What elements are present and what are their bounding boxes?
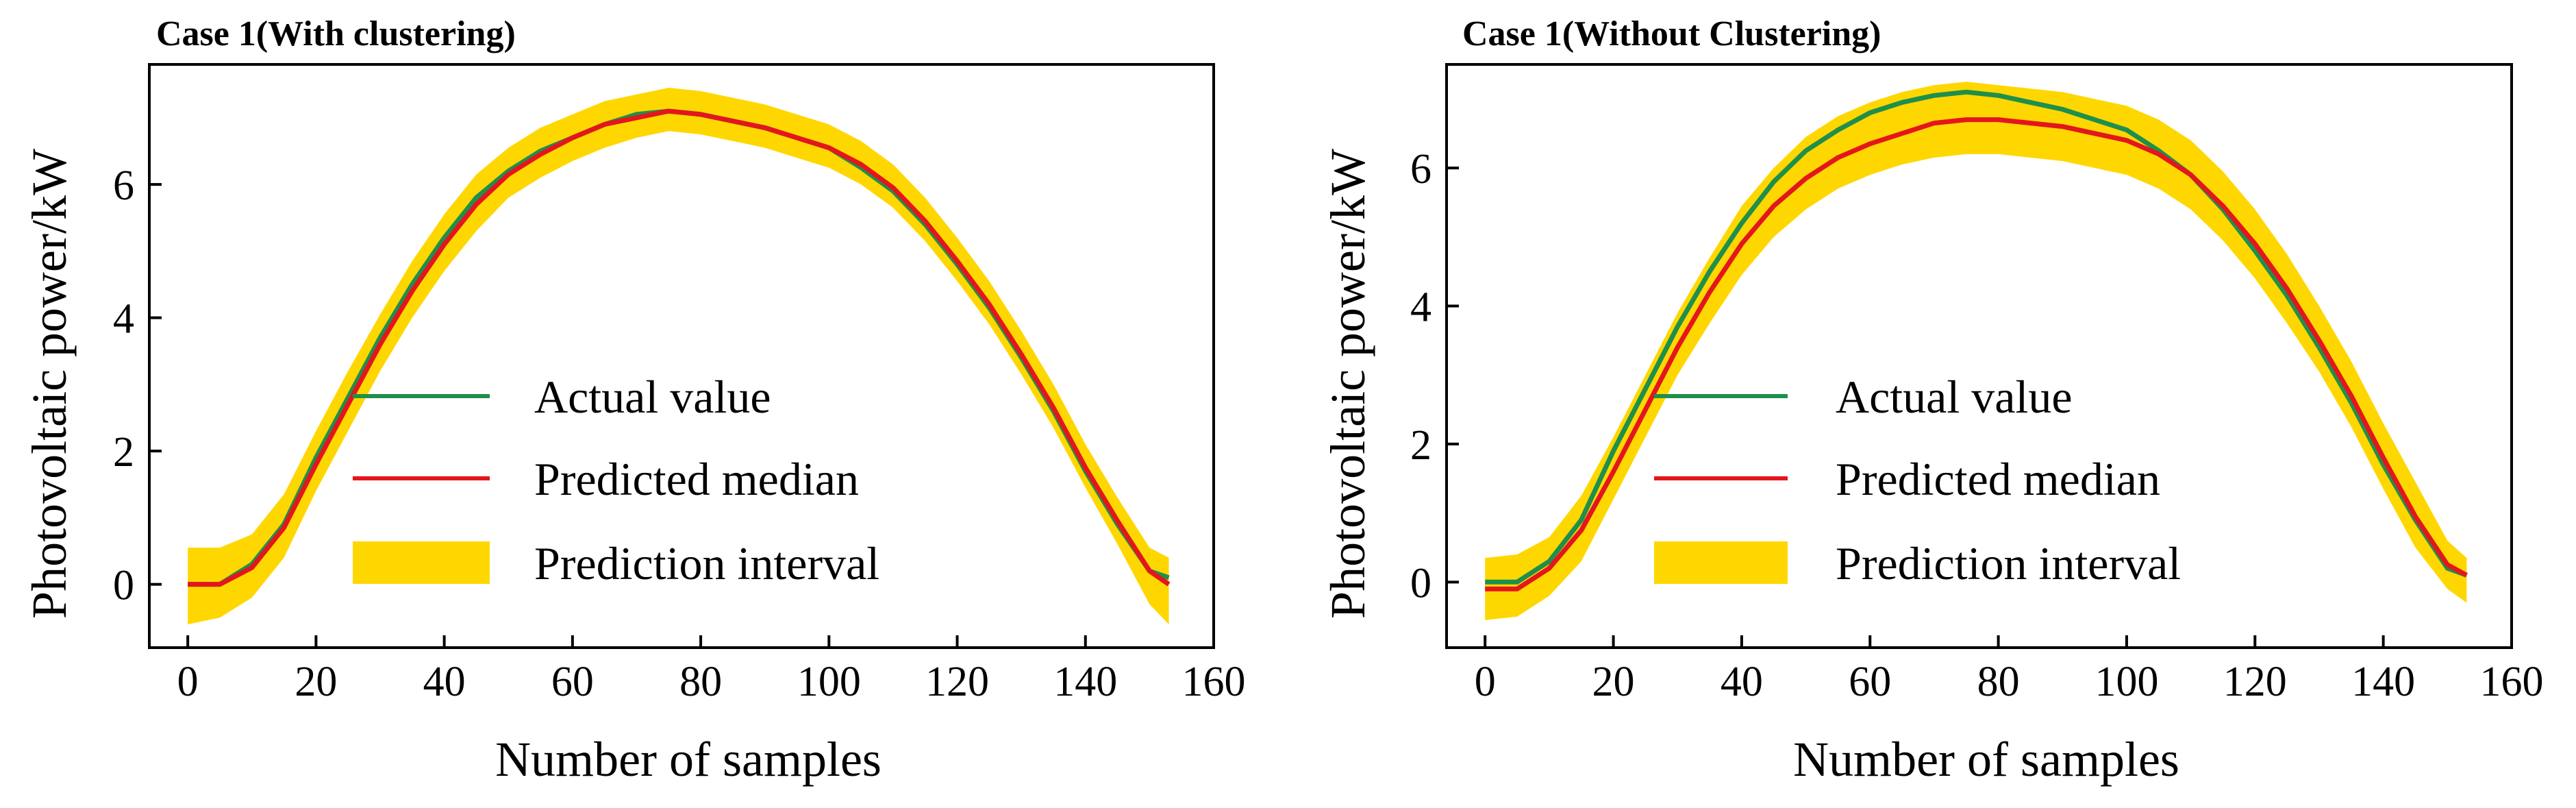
y-axis-label: Photovoltaic power/kW [1321, 149, 1375, 619]
chart-title: Case 1(With clustering) [156, 14, 516, 53]
y-tick-label: 4 [113, 296, 134, 343]
y-axis-label: Photovoltaic power/kW [22, 149, 77, 619]
x-tick-label: 20 [295, 659, 337, 705]
y-tick-label: 0 [113, 563, 134, 609]
y-tick-label: 6 [1410, 146, 1431, 193]
x-tick-label: 40 [1721, 659, 1763, 705]
x-axis-label: Number of samples [495, 732, 881, 787]
legend-label-actual: Actual value [534, 371, 771, 423]
chart-title: Case 1(Without Clustering) [1462, 14, 1881, 53]
x-tick-label: 80 [1977, 659, 2020, 705]
x-tick-label: 80 [679, 659, 722, 705]
chart-panel-without-clustering: Case 1(Without Clustering) 0 20 40 60 80 100 1… [1321, 14, 2544, 787]
legend-label-interval: Prediction interval [1836, 537, 2181, 589]
legend-label-interval: Prediction interval [534, 537, 879, 589]
y-tick-label: 2 [1410, 422, 1431, 469]
legend-swatch-interval [353, 541, 490, 584]
figure: Case 1(With clustering) 0 20 40 60 80 100 120 1… [0, 0, 2576, 808]
x-tick-label: 60 [551, 659, 594, 705]
x-tick-label: 60 [1849, 659, 1891, 705]
legend: Actual value Predicted median Prediction… [353, 371, 879, 589]
legend-label-actual: Actual value [1836, 371, 2073, 423]
x-tick-label: 40 [423, 659, 466, 705]
x-tick-label: 20 [1592, 659, 1635, 705]
chart-panel-with-clustering: Case 1(With clustering) 0 20 40 60 80 100 120 1… [22, 14, 1246, 787]
legend-swatch-interval [1654, 541, 1788, 584]
x-tick-label: 120 [925, 659, 989, 705]
x-tick-label: 0 [177, 659, 199, 705]
x-tick-label: 100 [797, 659, 861, 705]
legend-label-predicted: Predicted median [1836, 453, 2160, 505]
x-tick-label: 160 [1182, 659, 1246, 705]
x-tick-label: 160 [2480, 659, 2544, 705]
x-tick-label: 0 [1475, 659, 1496, 705]
y-tick-label: 0 [1410, 560, 1431, 607]
x-tick-label: 100 [2094, 659, 2158, 705]
y-tick-label: 4 [1410, 284, 1431, 330]
legend: Actual value Predicted median Prediction… [1654, 371, 2181, 589]
x-tick-label: 140 [1053, 659, 1117, 705]
x-tick-label: 120 [2223, 659, 2287, 705]
y-tick-label: 6 [113, 162, 134, 209]
x-axis-label: Number of samples [1793, 732, 2179, 787]
y-tick-label: 2 [113, 429, 134, 476]
legend-label-predicted: Predicted median [534, 453, 859, 505]
x-tick-label: 140 [2351, 659, 2415, 705]
